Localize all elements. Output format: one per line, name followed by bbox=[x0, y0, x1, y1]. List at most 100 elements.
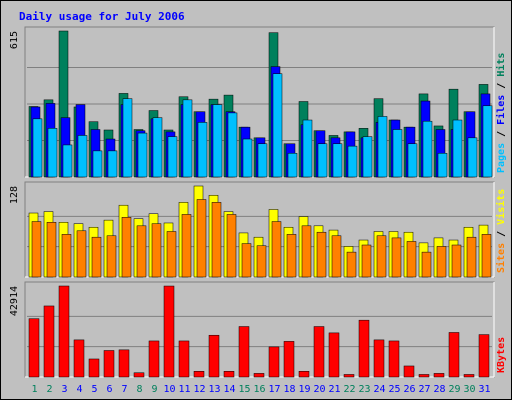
bar-sites bbox=[241, 243, 252, 278]
bar-sites bbox=[361, 244, 372, 278]
legend-visits-sites: Sites / Visits bbox=[495, 189, 507, 273]
bar-pages bbox=[392, 129, 403, 178]
bar-kbytes bbox=[433, 373, 445, 378]
legend-hits: Hits bbox=[495, 53, 507, 77]
bar-sites bbox=[331, 235, 342, 278]
bar-pages bbox=[407, 143, 418, 178]
bar-sites bbox=[466, 236, 477, 278]
day-label: 15 bbox=[238, 384, 250, 395]
day-label: 16 bbox=[253, 384, 265, 395]
day-label: 19 bbox=[298, 384, 310, 395]
bar-sites bbox=[31, 221, 42, 278]
day-label: 10 bbox=[163, 384, 175, 395]
bar-kbytes bbox=[253, 373, 265, 378]
bar-kbytes bbox=[178, 340, 190, 378]
bar-kbytes bbox=[28, 318, 40, 378]
bar-kbytes bbox=[403, 365, 415, 378]
bar-pages bbox=[137, 132, 148, 178]
bar-pages bbox=[467, 137, 478, 178]
bar-kbytes bbox=[343, 374, 355, 378]
bar-pages bbox=[92, 150, 103, 178]
bar-pages bbox=[362, 136, 373, 178]
bar-pages bbox=[332, 143, 343, 178]
bar-pages bbox=[107, 150, 118, 178]
bar-kbytes bbox=[58, 285, 70, 378]
day-label: 22 bbox=[343, 384, 355, 395]
legend-separator: / bbox=[496, 125, 507, 143]
bar-kbytes bbox=[148, 340, 160, 378]
bar-pages bbox=[167, 136, 178, 178]
day-label: 7 bbox=[121, 384, 127, 395]
bar-kbytes bbox=[268, 346, 280, 378]
bar-sites bbox=[451, 244, 462, 278]
day-label: 30 bbox=[463, 384, 475, 395]
day-label: 9 bbox=[151, 384, 157, 395]
day-label: 1 bbox=[31, 384, 37, 395]
bar-sites bbox=[46, 222, 57, 278]
legend-visits: Visits bbox=[495, 189, 507, 225]
bar-sites bbox=[436, 246, 447, 278]
bar-kbytes bbox=[193, 371, 205, 378]
day-label: 8 bbox=[136, 384, 142, 395]
bar-kbytes bbox=[133, 372, 145, 378]
day-label: 12 bbox=[193, 384, 205, 395]
day-label: 29 bbox=[448, 384, 460, 395]
bar-kbytes bbox=[238, 326, 250, 378]
day-label: 28 bbox=[433, 384, 445, 395]
bar-sites bbox=[196, 199, 207, 278]
bar-sites bbox=[61, 234, 72, 278]
bar-pages bbox=[422, 120, 433, 178]
bar-pages bbox=[302, 119, 313, 178]
bar-kbytes bbox=[463, 374, 475, 378]
day-label: 5 bbox=[91, 384, 97, 395]
bar-kbytes bbox=[448, 332, 460, 378]
chart-title: Daily usage for July 2006 bbox=[19, 10, 185, 23]
day-label: 31 bbox=[478, 384, 490, 395]
day-label: 4 bbox=[76, 384, 82, 395]
day-label: 13 bbox=[208, 384, 220, 395]
bar-kbytes bbox=[328, 332, 340, 378]
bar-sites bbox=[481, 234, 492, 278]
day-label: 24 bbox=[373, 384, 385, 395]
bar-kbytes bbox=[388, 340, 400, 378]
bar-pages bbox=[122, 98, 133, 178]
legend-sites: Sites bbox=[495, 243, 507, 273]
bar-sites bbox=[226, 214, 237, 278]
bar-pages bbox=[62, 144, 73, 178]
day-label: 11 bbox=[178, 384, 190, 395]
bar-kbytes bbox=[43, 305, 55, 378]
y-max-label: 615 bbox=[9, 31, 20, 49]
bar-sites bbox=[181, 214, 192, 278]
day-label: 6 bbox=[106, 384, 112, 395]
bar-sites bbox=[376, 235, 387, 278]
bar-pages bbox=[452, 119, 463, 178]
legend-kbytes: KBytes bbox=[496, 337, 507, 373]
bar-pages bbox=[482, 105, 493, 178]
legend-separator: / bbox=[496, 77, 507, 95]
bar-kbytes bbox=[73, 339, 85, 378]
day-label: 18 bbox=[283, 384, 295, 395]
bar-pages bbox=[257, 143, 268, 178]
bar-sites bbox=[136, 225, 147, 278]
bar-kbytes bbox=[418, 374, 430, 378]
bar-sites bbox=[211, 202, 222, 278]
bar-kbytes bbox=[478, 334, 490, 378]
bar-kbytes bbox=[358, 319, 370, 378]
day-label: 23 bbox=[358, 384, 370, 395]
bar-kbytes bbox=[373, 339, 385, 378]
bar-pages bbox=[212, 104, 223, 178]
bar-pages bbox=[377, 116, 388, 178]
day-label: 21 bbox=[328, 384, 340, 395]
bar-pages bbox=[317, 143, 328, 178]
bar-pages bbox=[182, 99, 193, 178]
bar-kbytes bbox=[103, 350, 115, 378]
bar-pages bbox=[47, 128, 58, 178]
bar-sites bbox=[421, 251, 432, 278]
bar-kbytes bbox=[283, 341, 295, 378]
legend-separator: / bbox=[496, 225, 507, 243]
bar-pages bbox=[272, 73, 283, 178]
day-label: 17 bbox=[268, 384, 280, 395]
bar-pages bbox=[32, 118, 43, 178]
day-label: 25 bbox=[388, 384, 400, 395]
